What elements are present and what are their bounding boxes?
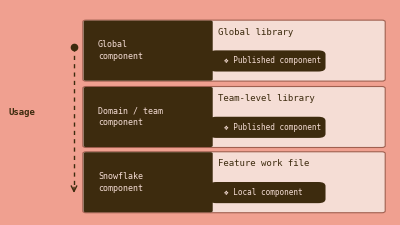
FancyBboxPatch shape xyxy=(209,50,326,72)
FancyBboxPatch shape xyxy=(84,87,213,147)
FancyBboxPatch shape xyxy=(84,21,213,81)
Text: Domain / team
component: Domain / team component xyxy=(98,107,163,127)
FancyBboxPatch shape xyxy=(83,20,385,81)
FancyBboxPatch shape xyxy=(83,87,385,148)
FancyBboxPatch shape xyxy=(83,152,385,213)
Text: Feature work file: Feature work file xyxy=(218,159,310,168)
Text: ❖ Local component: ❖ Local component xyxy=(224,188,303,197)
Text: ❖ Published component: ❖ Published component xyxy=(224,123,322,132)
Text: Global library: Global library xyxy=(218,28,294,36)
Text: Snowflake
component: Snowflake component xyxy=(98,172,143,193)
Text: ❖ Published component: ❖ Published component xyxy=(224,56,322,65)
FancyBboxPatch shape xyxy=(209,182,326,203)
Text: Global
component: Global component xyxy=(98,40,143,61)
FancyBboxPatch shape xyxy=(84,152,213,212)
FancyBboxPatch shape xyxy=(209,117,326,138)
Text: Team-level library: Team-level library xyxy=(218,94,315,103)
Text: Usage: Usage xyxy=(8,108,36,117)
